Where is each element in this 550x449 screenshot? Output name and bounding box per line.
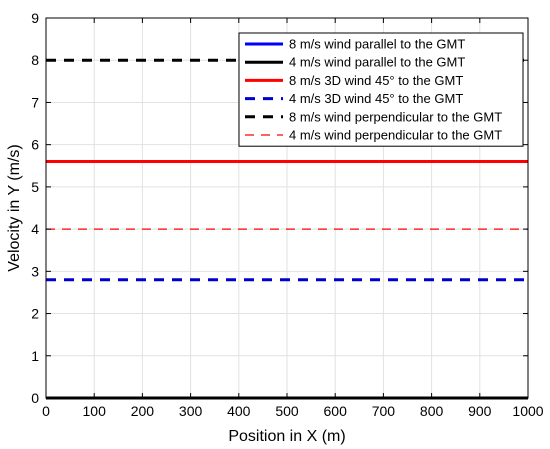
legend-label: 8 m/s 3D wind 45° to the GMT (289, 73, 463, 88)
y-tick-label: 7 (31, 94, 39, 110)
y-tick-label: 4 (31, 221, 39, 237)
y-tick-label: 0 (31, 390, 39, 406)
legend-label: 4 m/s 3D wind 45° to the GMT (289, 91, 463, 106)
legend-label: 8 m/s wind perpendicular to the GMT (289, 109, 502, 124)
x-axis-title: Position in X (m) (228, 428, 345, 445)
x-tick-label: 800 (420, 403, 444, 419)
legend-label: 8 m/s wind parallel to the GMT (289, 37, 465, 52)
x-tick-label: 700 (372, 403, 396, 419)
x-tick-label: 600 (324, 403, 348, 419)
legend-label: 4 m/s wind parallel to the GMT (289, 55, 465, 70)
x-tick-label: 500 (275, 403, 299, 419)
x-tick-label: 100 (83, 403, 107, 419)
y-tick-label: 1 (31, 348, 39, 364)
legend-box (238, 32, 524, 147)
x-tick-label: 200 (131, 403, 155, 419)
x-tick-label: 1000 (512, 403, 543, 419)
legend-label: 4 m/s wind perpendicular to the GMT (289, 128, 502, 143)
x-tick-label: 400 (227, 403, 251, 419)
ticks: 0 100 200 300 400 500 600 700 800 900 1000 0 1 2 3 4 5 6 7… (31, 10, 544, 419)
y-axis-title: Velocity in Y (m/s) (6, 144, 23, 271)
x-tick-label: 0 (42, 403, 50, 419)
legend: 8 m/s wind parallel to the GMT 4 m/s wind… (238, 32, 524, 147)
y-tick-label: 8 (31, 52, 39, 68)
y-tick-label: 5 (31, 179, 39, 195)
y-tick-label: 6 (31, 137, 39, 153)
y-tick-label: 9 (31, 10, 39, 26)
x-tick-label: 300 (179, 403, 203, 419)
y-tick-label: 2 (31, 306, 39, 322)
x-tick-label: 900 (468, 403, 492, 419)
y-tick-label: 3 (31, 263, 39, 279)
